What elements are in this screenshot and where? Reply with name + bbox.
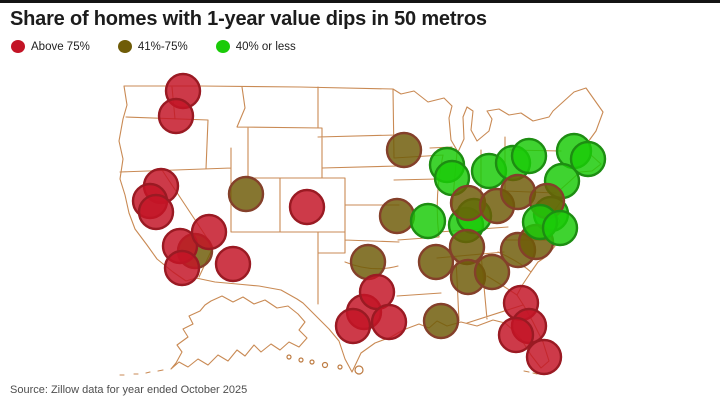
top-accent-bar xyxy=(0,0,720,3)
metro-bubble-layer xyxy=(131,72,607,376)
bubble-denver[interactable] xyxy=(288,188,326,226)
bubble-virginia-beach[interactable] xyxy=(541,209,579,247)
florida-keys xyxy=(523,370,538,375)
bubble-phoenix[interactable] xyxy=(214,245,252,283)
legend-swatch-red-icon xyxy=(11,40,25,53)
legend-label-40-or-less: 40% or less xyxy=(235,40,296,53)
bubble-portland[interactable] xyxy=(157,97,195,135)
bubble-salt-lake-city[interactable] xyxy=(227,175,265,213)
bubble-oklahoma-city[interactable] xyxy=(349,243,387,281)
bubble-houston[interactable] xyxy=(370,303,408,341)
bubble-memphis[interactable] xyxy=(417,243,455,281)
hawaii-islands xyxy=(286,354,364,375)
legend-item-above-75: Above 75% xyxy=(11,40,90,53)
chart-title: Share of homes with 1-year value dips in… xyxy=(10,8,487,30)
bubble-new-orleans[interactable] xyxy=(422,302,460,340)
bubble-kansas-city[interactable] xyxy=(378,197,416,235)
legend-label-41-75: 41%-75% xyxy=(137,40,188,53)
bubble-boston[interactable] xyxy=(569,140,607,178)
legend-swatch-green-icon xyxy=(215,40,230,53)
legend: Above 75% 41%-75% 40% or less xyxy=(11,40,296,53)
aleutian-islands xyxy=(119,369,164,376)
bubble-las-vegas[interactable] xyxy=(190,213,228,251)
alaska-outline xyxy=(170,295,308,370)
bubble-buffalo[interactable] xyxy=(510,137,548,175)
bubble-minneapolis[interactable] xyxy=(385,131,423,169)
bubble-tampa[interactable] xyxy=(497,316,535,354)
bubble-atlanta[interactable] xyxy=(473,253,511,291)
legend-item-40-or-less: 40% or less xyxy=(215,40,296,53)
legend-label-above-75: Above 75% xyxy=(31,40,90,53)
bubble-san-antonio[interactable] xyxy=(334,307,372,345)
source-note: Source: Zillow data for year ended Octob… xyxy=(10,384,248,396)
bubble-san-diego[interactable] xyxy=(163,249,201,287)
bubble-san-jose[interactable] xyxy=(137,193,175,231)
bubble-miami[interactable] xyxy=(525,338,563,376)
legend-swatch-olive-icon xyxy=(117,40,132,53)
legend-item-41-75: 41%-75% xyxy=(117,40,188,53)
bubble-st-louis[interactable] xyxy=(409,202,447,240)
lower48-outline xyxy=(118,85,604,373)
